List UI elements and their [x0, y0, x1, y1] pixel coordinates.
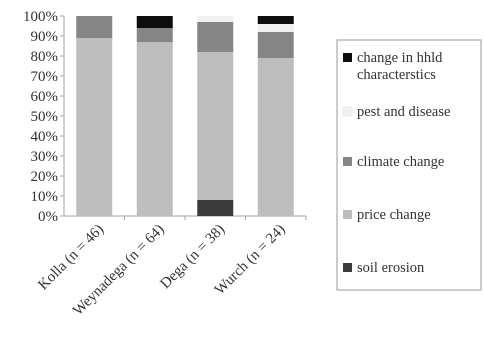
legend-box: [336, 39, 482, 291]
y-tick-label: 20%: [31, 169, 59, 185]
legend-label: soil erosion: [357, 260, 425, 276]
y-tick-label: 0%: [38, 209, 58, 225]
bar-segment-climate-change-0: [76, 16, 113, 38]
legend-label: climate change: [357, 154, 444, 170]
bar-segment-change-in-hhld-characterstics-1: [136, 16, 173, 28]
legend-swatch-price-change: [343, 210, 352, 219]
bar-segment-soil-erosion-2: [197, 200, 234, 216]
y-tick-label: 100%: [23, 9, 58, 25]
legend-label: pest and disease: [357, 104, 450, 120]
bars: [76, 16, 294, 216]
legend-label: characterstics: [357, 67, 436, 83]
bar-segment-change-in-hhld-characterstics-3: [257, 16, 294, 24]
y-tick-label: 60%: [31, 89, 59, 105]
bar-segment-price-change-2: [197, 52, 234, 200]
bar-segment-climate-change-1: [136, 28, 173, 42]
legend-label: price change: [357, 207, 431, 223]
legend-swatch-climate-change: [343, 157, 352, 166]
bar-segment-climate-change-3: [257, 32, 294, 58]
legend-swatch-pest-and-disease: [342, 106, 353, 117]
bar-segment-pest-and-disease-3: [257, 24, 294, 32]
bar-segment-price-change-1: [136, 42, 173, 216]
y-tick-label: 90%: [31, 29, 59, 45]
y-tick-label: 50%: [31, 109, 59, 125]
bar-segment-climate-change-2: [197, 22, 234, 52]
y-tick-label: 40%: [31, 129, 59, 145]
legend-swatch-change-in-hhld-characterstics: [343, 53, 352, 62]
legend-swatch-soil-erosion: [343, 263, 352, 272]
y-tick-label: 10%: [31, 189, 59, 205]
bar-segment-price-change-0: [76, 38, 113, 216]
y-tick-label: 30%: [31, 149, 59, 165]
y-tick-label: 70%: [31, 69, 59, 85]
legend-label: change in hhld: [357, 50, 443, 66]
y-tick-label: 80%: [31, 49, 59, 65]
bar-segment-price-change-3: [257, 58, 294, 216]
bar-segment-pest-and-disease-2: [197, 16, 234, 22]
